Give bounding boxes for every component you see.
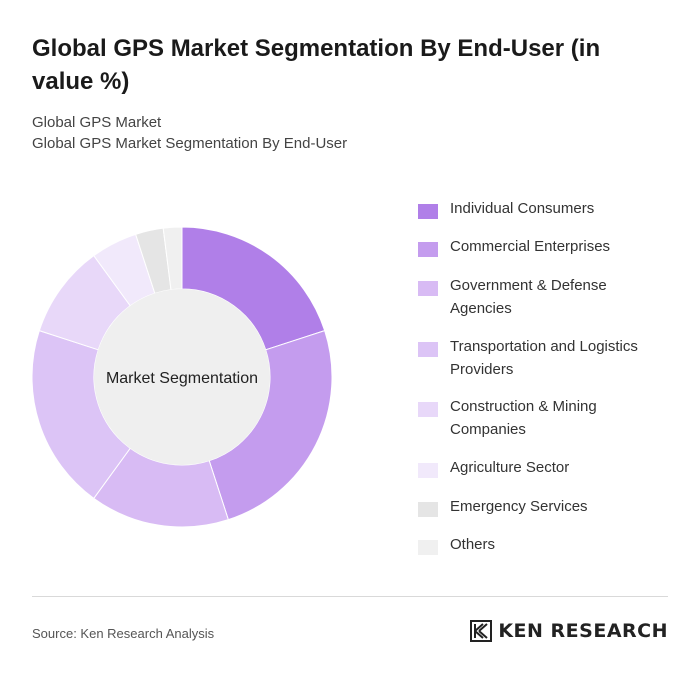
- legend-label-line: Providers: [450, 360, 514, 378]
- legend-item[interactable]: Government & Defense Agencies: [418, 275, 670, 320]
- legend-label-line: Companies: [450, 420, 526, 438]
- legend-item[interactable]: Individual Consumers: [418, 198, 670, 221]
- subtitle-segmentation: Global GPS Market Segmentation By End-Us…: [32, 135, 348, 152]
- legend-swatch: [418, 204, 438, 219]
- legend-label-line: Government & Defense: [450, 277, 607, 294]
- donut-chart: Market Segmentation: [31, 226, 333, 528]
- logo-mark-icon: [470, 620, 493, 642]
- legend-label: Commercial Enterprises: [450, 236, 670, 259]
- legend-swatch: [418, 281, 438, 296]
- legend-item[interactable]: Emergency Services: [418, 496, 670, 519]
- legend-swatch: [418, 342, 438, 357]
- legend-label-line: Emergency Services: [450, 498, 588, 515]
- legend-label-line: Commercial Enterprises: [450, 238, 611, 255]
- legend-item[interactable]: Construction & Mining Companies: [418, 396, 670, 441]
- legend-label-line: Agencies: [450, 299, 512, 317]
- legend-label: Government & Defense Agencies: [450, 275, 670, 320]
- legend-label-line: Individual Consumers: [450, 200, 595, 217]
- logo-text: KEN RESEARCH: [498, 620, 668, 642]
- subtitle-market: Global GPS Market: [32, 114, 162, 131]
- legend-label-line: Others: [450, 536, 496, 553]
- source-note: Source: Ken Research Analysis: [32, 626, 215, 641]
- legend-label: Emergency Services: [450, 496, 670, 519]
- chart-title: Global GPS Market Segmentation By End-Us…: [32, 35, 601, 95]
- legend-swatch: [418, 502, 438, 517]
- legend-label-line: Construction & Mining: [450, 398, 597, 415]
- legend-item[interactable]: Commercial Enterprises: [418, 236, 670, 259]
- legend-item[interactable]: Others: [418, 534, 670, 557]
- legend-label: Transportation and Logistics Providers: [450, 336, 670, 381]
- footer-divider: [32, 596, 668, 597]
- legend-label-line: Agriculture Sector: [450, 459, 570, 476]
- legend-label: Individual Consumers: [450, 198, 670, 221]
- legend-swatch: [418, 242, 438, 257]
- donut-hole: [94, 289, 270, 465]
- center-label: Market Segmentation: [106, 370, 258, 387]
- ken-research-logo[interactable]: KEN RESEARCH: [470, 620, 668, 642]
- legend-label: Agriculture Sector: [450, 457, 670, 480]
- legend-label: Construction & Mining Companies: [450, 396, 670, 441]
- legend-swatch: [418, 402, 438, 417]
- legend-swatch: [418, 540, 438, 555]
- legend-swatch: [418, 463, 438, 478]
- legend-label: Others: [450, 534, 670, 557]
- legend-item[interactable]: Agriculture Sector: [418, 457, 670, 480]
- legend-item[interactable]: Transportation and Logistics Providers: [418, 336, 670, 381]
- donut-slices: [31, 226, 333, 528]
- legend-label-line: Transportation and Logistics: [450, 338, 638, 355]
